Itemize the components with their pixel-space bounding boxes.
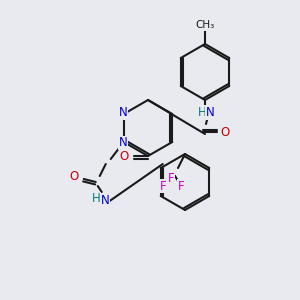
Text: F: F	[168, 172, 174, 184]
Text: H: H	[92, 193, 100, 206]
Text: CH₃: CH₃	[195, 20, 214, 30]
Text: O: O	[119, 149, 129, 163]
Text: F: F	[178, 179, 184, 193]
Text: O: O	[220, 125, 230, 139]
Text: F: F	[160, 179, 166, 193]
Text: O: O	[69, 170, 78, 184]
Text: H: H	[198, 106, 206, 118]
Text: N: N	[118, 136, 127, 149]
Text: N: N	[118, 106, 127, 119]
Text: N: N	[100, 194, 109, 206]
Text: N: N	[206, 106, 214, 119]
